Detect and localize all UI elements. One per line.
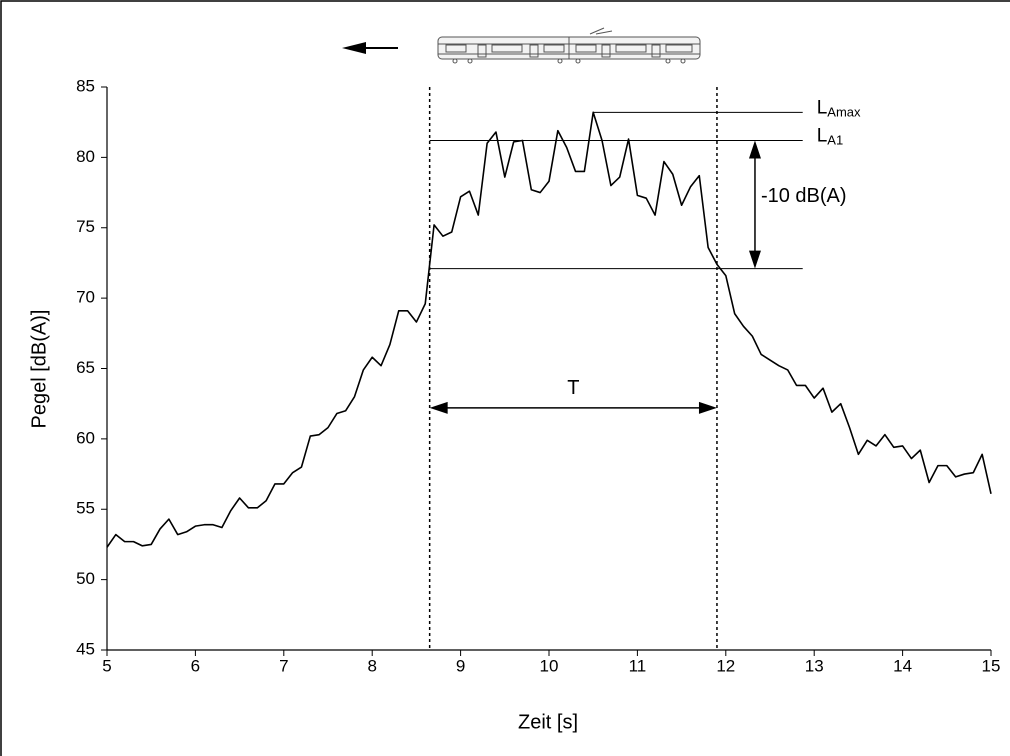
x-tick-label: 15 (982, 656, 1001, 675)
x-tick-label: 12 (716, 656, 735, 675)
label-sub: A1 (827, 133, 843, 148)
x-tick-label: 10 (540, 656, 559, 675)
data-line (106, 111, 992, 548)
direction-arrow (342, 42, 398, 54)
arrowhead (748, 140, 761, 159)
level-label: LAmax (817, 97, 861, 119)
x-axis-label: Zeit [s] (518, 711, 578, 733)
x-tick-label: 14 (893, 656, 912, 675)
y-tick-label: 80 (76, 147, 95, 166)
y-tick-label: 75 (76, 217, 95, 236)
x-tick-label: 13 (805, 656, 824, 675)
dimension-label: T (567, 377, 579, 399)
x-tick-label: 7 (279, 656, 288, 675)
y-tick-label: 55 (76, 499, 95, 518)
y-tick-label: 60 (76, 428, 95, 447)
dimension-label: -10 dB(A) (761, 185, 847, 207)
x-tick-label: 8 (367, 656, 376, 675)
arrowhead (429, 401, 448, 414)
y-tick-label: 85 (76, 76, 95, 95)
tram-icon (437, 27, 701, 64)
x-tick-label: 9 (456, 656, 465, 675)
x-tick-label: 5 (102, 656, 111, 675)
label-main: L (817, 97, 828, 118)
label-sub: Amax (827, 105, 861, 120)
arrowhead (698, 401, 717, 414)
label-main: L (817, 126, 828, 147)
x-tick-label: 11 (629, 656, 647, 675)
y-tick-label: 65 (76, 358, 95, 377)
y-tick-label: 70 (76, 288, 95, 307)
arrowhead (748, 250, 761, 269)
y-axis-label: Pegel [dB(A)] (28, 310, 50, 429)
level-label: LA1 (817, 126, 843, 148)
y-tick-label: 45 (76, 639, 95, 658)
y-tick-label: 50 (76, 569, 95, 588)
x-tick-label: 6 (191, 656, 200, 675)
